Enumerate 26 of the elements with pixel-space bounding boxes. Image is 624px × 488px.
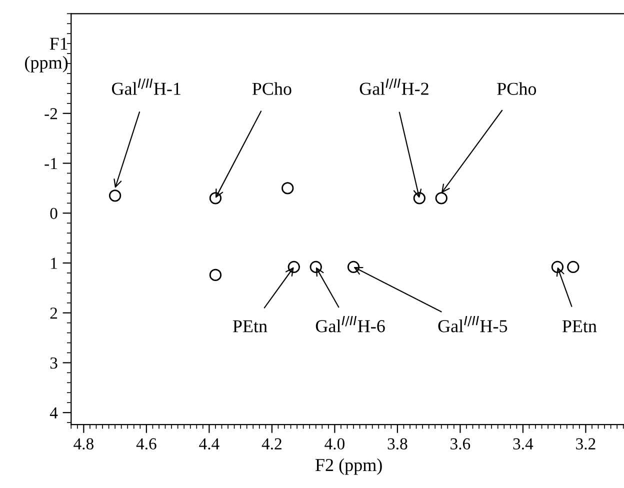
- annotation: PEtn: [562, 320, 597, 332]
- annotation: Gal$^{I/II}$H-6: [316, 316, 385, 332]
- x-tick-label: 3.6: [450, 438, 470, 450]
- x-tick-label: 3.2: [576, 438, 596, 450]
- y-axis-title: F1 (ppm): [25, 38, 68, 72]
- x-tick-label: 3.4: [513, 438, 534, 450]
- y-tick-label: 2: [50, 308, 58, 319]
- annotation: PEtn: [232, 320, 268, 332]
- y-tick-label: 0: [50, 208, 58, 220]
- y-tick-label: -2: [44, 108, 58, 120]
- x-tick-label: 4.0: [324, 438, 344, 450]
- x-tick-label: 4.4: [199, 438, 220, 450]
- y-tick-label: 1: [51, 258, 57, 269]
- x-tick-label: 4.8: [74, 438, 94, 450]
- x-axis-title: F2 (ppm): [315, 458, 382, 475]
- annotation: Gal$^{I/II}$H-5: [438, 316, 508, 332]
- x-tick-label: 3.8: [388, 438, 408, 450]
- x-tick-label: 4.6: [136, 438, 156, 450]
- annotation: Gal$^{I/II}$H-1: [112, 78, 180, 95]
- y-tick-label: -1: [44, 158, 57, 170]
- annotation: PCho: [497, 82, 536, 95]
- y-tick-label: 3: [50, 357, 58, 369]
- y-tick-label: 4: [50, 407, 58, 418]
- x-tick-label: 4.2: [262, 438, 282, 450]
- annotation: Gal$^{I/II}$H-2: [360, 78, 428, 95]
- annotation: PCho: [252, 82, 292, 95]
